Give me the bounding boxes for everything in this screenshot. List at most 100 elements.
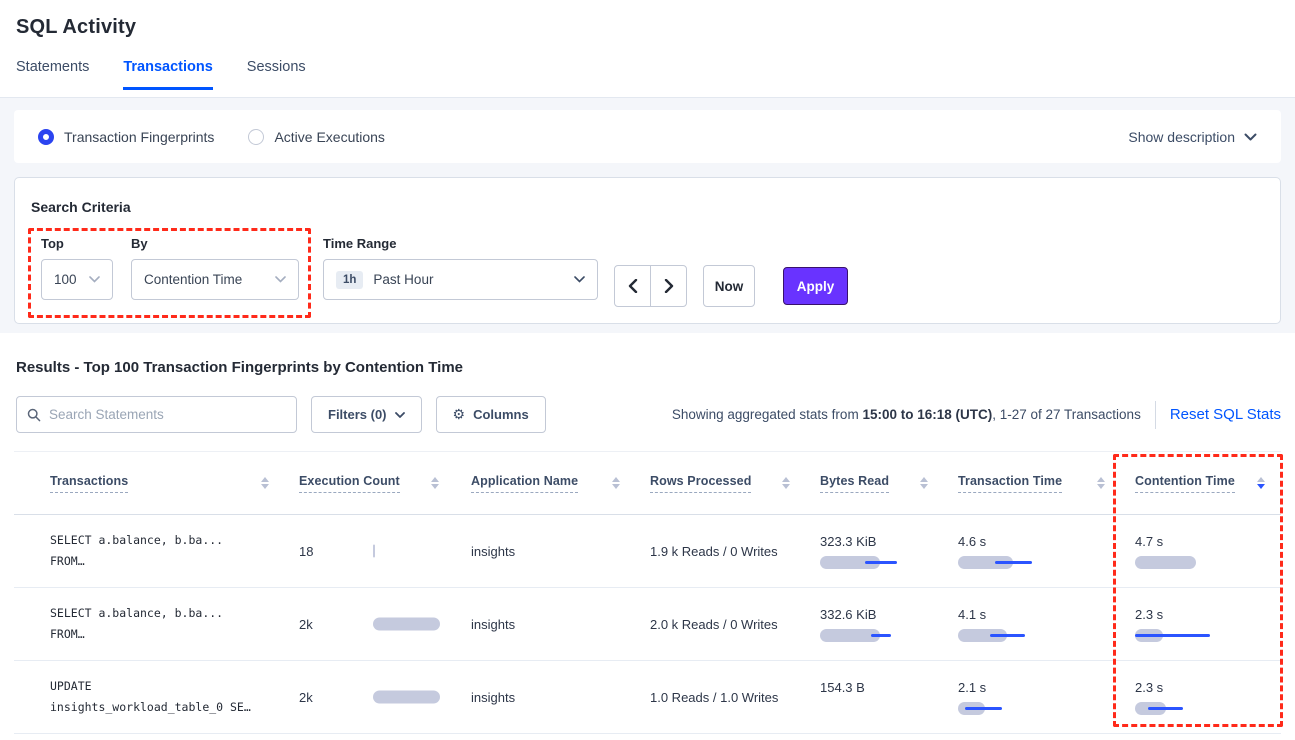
now-button[interactable]: Now: [703, 265, 755, 307]
column-header-label: Transaction Time: [958, 474, 1063, 493]
bytes-read-bar: [820, 628, 880, 642]
bytes-read-value: 332.6 KiB: [820, 606, 877, 622]
transaction-time-stddev-line: [995, 560, 1032, 564]
radio-label: Active Executions: [274, 128, 385, 145]
gear-icon: ⚙: [452, 406, 466, 422]
transaction-sql-line2: FROM…: [50, 627, 85, 641]
chevron-right-icon: [664, 279, 673, 293]
sort-icon[interactable]: [1097, 477, 1105, 489]
tab[interactable]: Transactions: [123, 59, 213, 90]
search-box: [16, 396, 297, 433]
by-select-value: Contention Time: [144, 272, 243, 287]
contention-time-stddev-line: [1148, 706, 1183, 710]
chevron-down-icon: [275, 276, 286, 283]
bytes-read-value: 154.3 B: [820, 679, 865, 695]
column-header-label: Execution Count: [299, 474, 400, 493]
rows-processed-cell: 1.0 Reads / 1.0 Writes: [650, 689, 779, 705]
time-range-badge: 1h: [336, 270, 364, 289]
time-range-field-group: Time Range 1h Past Hour: [323, 236, 598, 300]
transaction-sql-line2: insights_workload_table_0 SE…: [50, 700, 251, 714]
sort-icon[interactable]: [920, 477, 928, 489]
contention-time-value: 4.7 s: [1135, 533, 1164, 549]
aggregated-stats-text: Showing aggregated stats from 15:00 to 1…: [671, 407, 1141, 422]
bytes-read-stddev-line: [865, 560, 897, 564]
bytes-read-bar: [820, 555, 880, 569]
table-header-row: Transactions Execution Count Application…: [14, 451, 1281, 515]
page-title: SQL Activity: [16, 16, 137, 38]
transaction-fingerprint-link[interactable]: SELECT a.balance, b.ba... FROM…: [14, 515, 285, 587]
transaction-time-value: 4.6 s: [958, 533, 987, 549]
transaction-fingerprint-link[interactable]: UPDATE insights_workload_table_0 SE…: [14, 661, 285, 733]
column-header[interactable]: Transaction Time: [944, 474, 1121, 493]
column-header[interactable]: Application Name: [455, 474, 636, 493]
results-toolbar: Filters (0) ⚙ Columns Showing aggregated…: [14, 396, 1281, 433]
apply-button[interactable]: Apply: [783, 267, 848, 305]
view-toggle-option[interactable]: Transaction Fingerprints: [38, 128, 215, 145]
chevron-down-icon: [89, 276, 100, 283]
tab[interactable]: Statements: [16, 59, 90, 75]
contention-time-cell: 2.3 s: [1121, 588, 1281, 660]
tab[interactable]: Sessions: [246, 59, 306, 75]
contention-time-bar: [1135, 555, 1196, 569]
column-header-label: Application Name: [471, 474, 579, 493]
sort-icon[interactable]: [1257, 477, 1265, 489]
transaction-time-cell: 2.1 s: [944, 661, 1121, 733]
view-toggle-bar: Transaction Fingerprints Active Executio…: [14, 110, 1281, 163]
table-row: UPDATE insights_workload_table_0 SE… 2k …: [14, 661, 1281, 734]
column-header[interactable]: Execution Count: [285, 474, 455, 493]
next-time-button[interactable]: [650, 265, 687, 307]
by-select[interactable]: Contention Time: [131, 259, 299, 300]
chevron-down-icon: [1244, 133, 1257, 140]
show-description-toggle[interactable]: Show description: [1128, 129, 1257, 145]
rows-processed-cell: 2.0 k Reads / 0 Writes: [650, 616, 778, 632]
transaction-fingerprint-link[interactable]: SELECT a.balance, b.ba... FROM…: [14, 588, 285, 660]
bytes-read-cell: 332.6 KiB: [806, 588, 944, 660]
sort-icon[interactable]: [261, 477, 269, 489]
execution-count-cell: 2k: [285, 588, 455, 660]
sort-icon[interactable]: [431, 477, 439, 489]
table-row: SELECT a.balance, b.ba... FROM… 2k insig…: [14, 588, 1281, 661]
table-row: SELECT a.balance, b.ba... FROM… 18 insig…: [14, 515, 1281, 588]
top-select-value: 100: [54, 272, 77, 287]
by-field-group: By Contention Time: [131, 236, 299, 300]
bytes-read-cell: 154.3 B: [806, 661, 944, 733]
transaction-time-stddev-line: [990, 633, 1025, 637]
column-header[interactable]: Bytes Read: [806, 474, 944, 493]
time-range-select[interactable]: 1h Past Hour: [323, 259, 598, 300]
column-header[interactable]: Transactions: [14, 474, 285, 493]
execution-count-value: 2k: [299, 689, 313, 705]
column-header[interactable]: Rows Processed: [636, 474, 806, 493]
results-heading: Results - Top 100 Transaction Fingerprin…: [16, 359, 464, 376]
chevron-down-icon: [394, 411, 405, 418]
columns-button[interactable]: ⚙ Columns: [435, 396, 546, 433]
application-name-cell: insights: [471, 689, 516, 705]
application-name-cell: insights: [471, 616, 516, 632]
page-header: SQL Activity Statements Transactions Ses…: [0, 0, 1295, 98]
column-header[interactable]: Contention Time: [1121, 474, 1281, 493]
reset-sql-stats-link[interactable]: Reset SQL Stats: [1169, 406, 1281, 423]
column-header-label: Bytes Read: [820, 474, 890, 493]
search-criteria-heading: Search Criteria: [31, 199, 131, 215]
top-select[interactable]: 100: [41, 259, 113, 300]
execution-count-bar: [373, 690, 440, 704]
results-section: Results - Top 100 Transaction Fingerprin…: [0, 359, 1295, 734]
radio-label: Transaction Fingerprints: [64, 128, 215, 145]
view-toggle-option[interactable]: Active Executions: [248, 128, 385, 145]
transaction-sql-line2: FROM…: [50, 554, 85, 568]
column-header-label: Contention Time: [1135, 474, 1235, 493]
search-input[interactable]: [49, 407, 286, 422]
previous-time-button[interactable]: [614, 265, 651, 307]
transaction-sql-line1: SELECT a.balance, b.ba...: [50, 533, 224, 547]
bytes-read-cell: 323.3 KiB: [806, 515, 944, 587]
transaction-time-cell: 4.6 s: [944, 515, 1121, 587]
table-body: SELECT a.balance, b.ba... FROM… 18 insig…: [14, 515, 1281, 734]
by-label: By: [131, 236, 148, 251]
transactions-table: Transactions Execution Count Application…: [14, 451, 1281, 734]
contention-time-stddev-line: [1135, 633, 1210, 637]
sort-icon[interactable]: [782, 477, 790, 489]
sort-icon[interactable]: [612, 477, 620, 489]
execution-count-value: 18: [299, 543, 314, 559]
filters-button[interactable]: Filters (0): [311, 396, 422, 433]
application-name-cell: insights: [471, 543, 516, 559]
transaction-time-value: 4.1 s: [958, 606, 987, 622]
